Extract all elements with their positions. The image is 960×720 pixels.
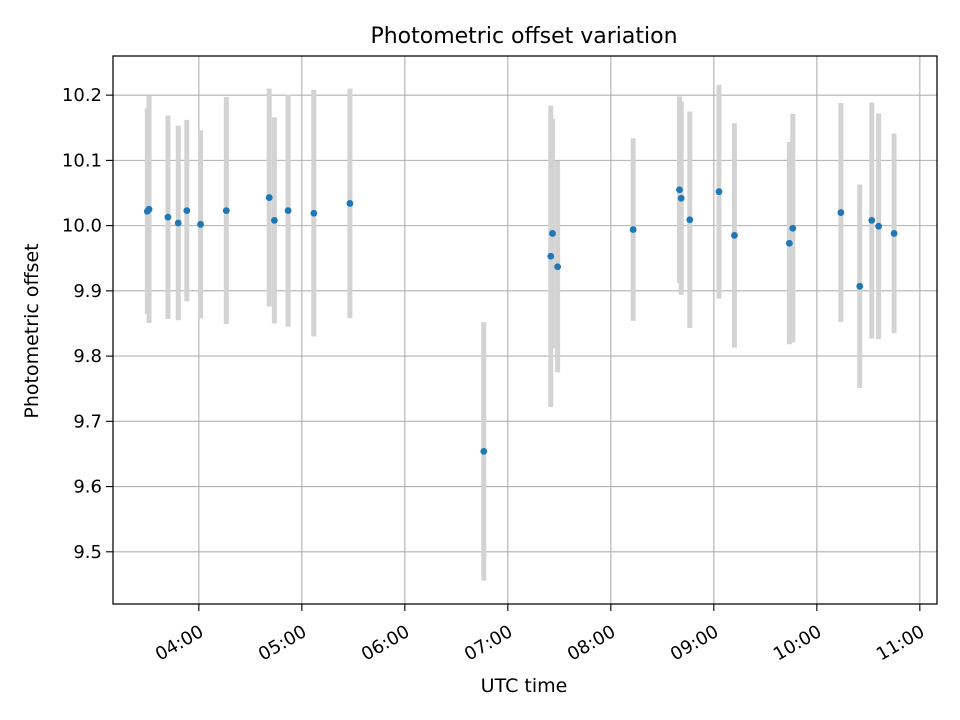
- y-tick-label: 9.6: [73, 477, 102, 498]
- y-tick-label: 9.5: [73, 542, 102, 563]
- data-point: [731, 232, 738, 239]
- data-point: [549, 230, 556, 237]
- y-tick-label: 10.0: [62, 216, 102, 237]
- data-point: [222, 207, 230, 215]
- data-point: [270, 217, 278, 224]
- grid: [113, 56, 937, 604]
- data-point: [875, 222, 883, 230]
- y-axis-ticks: 9.5 9.6 9.7 9.8 9.9 10.0 10.1 10.2: [62, 85, 113, 563]
- data-point: [868, 217, 876, 224]
- data-point: [197, 220, 204, 228]
- data-point: [789, 224, 797, 232]
- data-point: [310, 209, 318, 217]
- plot-frame: [112, 55, 938, 605]
- data-point: [686, 216, 694, 224]
- x-axis-label: UTC time: [481, 675, 568, 697]
- data-point: [837, 209, 845, 216]
- data-point: [554, 263, 562, 271]
- data-point: [677, 194, 685, 202]
- data-point: [145, 205, 153, 213]
- y-tick-label: 9.8: [73, 346, 102, 367]
- data-point: [265, 194, 273, 201]
- data-point: [174, 219, 182, 227]
- data-point: [715, 188, 723, 196]
- y-tick-label: 10.1: [62, 150, 102, 171]
- data-point: [856, 282, 864, 290]
- y-tick-label: 10.2: [62, 85, 102, 106]
- data-point: [547, 252, 555, 260]
- data-point: [284, 207, 292, 215]
- data-point: [164, 213, 172, 221]
- y-axis-label: Photometric offset: [21, 243, 43, 418]
- y-tick-label: 9.9: [73, 281, 102, 302]
- data-point: [346, 200, 354, 207]
- data-point: [480, 447, 488, 455]
- data-point: [629, 226, 637, 233]
- y-tick-label: 9.7: [73, 411, 102, 432]
- data-point: [890, 230, 898, 237]
- data-point: [183, 207, 191, 215]
- chart-title: Photometric offset variation: [370, 24, 677, 49]
- data-point: [676, 186, 683, 194]
- data-points: [143, 186, 898, 455]
- data-point: [785, 239, 793, 247]
